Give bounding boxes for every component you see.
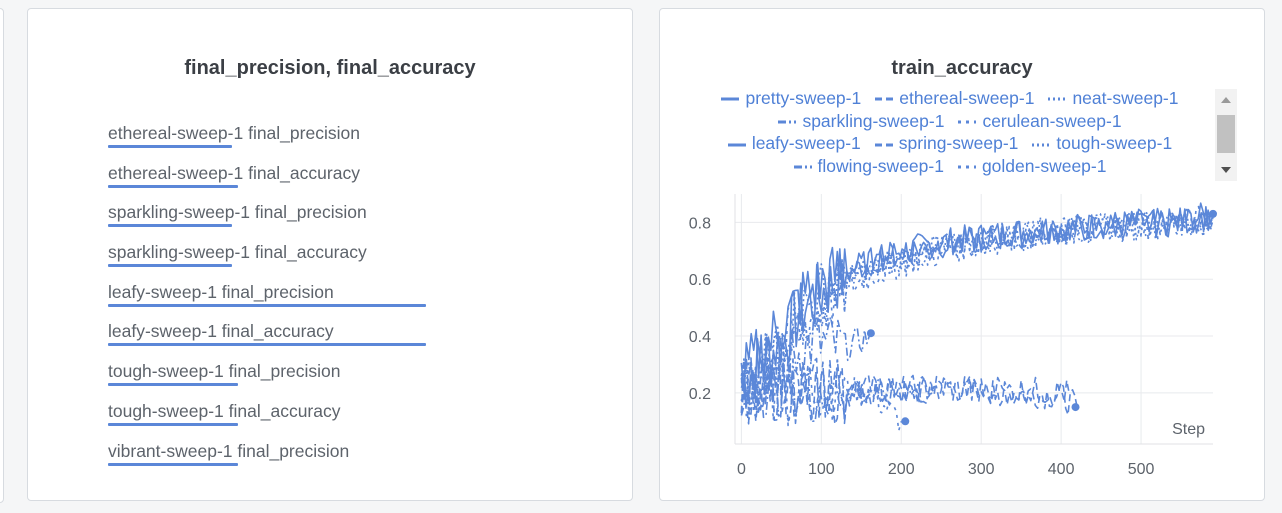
y-tick-label: 0.8 [689, 215, 711, 232]
series-endpoint-marker [1209, 209, 1217, 218]
series-endpoint-marker [1071, 403, 1080, 412]
bar[interactable] [108, 184, 239, 188]
bar[interactable] [108, 303, 426, 307]
x-tick-label: 500 [1128, 461, 1155, 478]
legend-swatch-icon [958, 120, 977, 124]
x-tick-label: 200 [888, 461, 915, 478]
legend-item[interactable]: leafy-sweep-1 [727, 132, 861, 155]
legend-swatch-icon [778, 120, 797, 124]
y-tick-label: 0.2 [689, 386, 711, 403]
legend-label: tough-sweep-1 [1056, 133, 1173, 154]
legend-label: leafy-sweep-1 [751, 133, 861, 154]
series-line-neat-sweep-1 [740, 206, 1214, 422]
legend-label: spring-sweep-1 [898, 133, 1019, 154]
bar[interactable] [108, 264, 233, 268]
bar-chart-panel: final_precision, final_accuracy ethereal… [27, 8, 633, 501]
legend-label: cerulean-sweep-1 [982, 110, 1122, 131]
bar-label: tough-sweep-1 final_precision [108, 361, 341, 382]
legend-swatch-icon [957, 165, 976, 169]
x-tick-label: 300 [968, 461, 995, 478]
legend-row: leafy-sweep-1 spring-sweep-1 tough-sweep-1 [690, 132, 1210, 155]
chart-legend: pretty-sweep-1 ethereal-sweep-1 neat-sweep… [690, 87, 1210, 177]
legend-swatch-icon [874, 143, 893, 147]
bar[interactable] [108, 422, 239, 426]
line-chart-panel: train_accuracy pretty-sweep-1 ethereal-sw… [659, 8, 1265, 501]
scroll-down-icon[interactable] [1221, 167, 1231, 173]
bar[interactable] [108, 224, 233, 228]
scrollbar-thumb[interactable] [1217, 115, 1235, 153]
legend-label: ethereal-sweep-1 [899, 88, 1035, 108]
bar[interactable] [108, 343, 426, 347]
series-line-flowing-sweep-1 [740, 351, 934, 425]
legend-row: flowing-sweep-1 golden-sweep-1 [690, 155, 1210, 178]
series-line-leafy-sweep-1 [740, 206, 1214, 392]
bar-label: vibrant-sweep-1 final_precision [108, 440, 350, 461]
x-axis-label: Step [1172, 421, 1205, 438]
legend-item[interactable]: cerulean-sweep-1 [958, 110, 1122, 133]
legend-item[interactable]: golden-sweep-1 [957, 155, 1107, 178]
bar-chart-title: final_precision, final_accuracy [184, 57, 476, 79]
legend-label: flowing-sweep-1 [817, 155, 944, 176]
line-chart-plot: 0.2 0.4 0.6 0.8 0 100 200 300 400 500 Step [689, 194, 1217, 478]
legend-item[interactable]: pretty-sweep-1 [721, 87, 861, 110]
legend-label: sparkling-sweep-1 [802, 110, 945, 131]
bar-label: leafy-sweep-1 final_accuracy [108, 321, 334, 342]
bar[interactable] [108, 462, 239, 466]
bar-label: sparkling-sweep-1 final_precision [108, 202, 367, 223]
series-line-spring-sweep-1 [740, 355, 1070, 422]
legend-swatch-icon [721, 97, 740, 101]
legend-row: pretty-sweep-1 ethereal-sweep-1 neat-sweep… [690, 87, 1210, 110]
legend-item[interactable]: ethereal-sweep-1 [875, 87, 1034, 110]
line-chart-title: train_accuracy [891, 57, 1033, 79]
x-tick-label: 0 [737, 461, 746, 478]
legend-swatch-icon [1048, 97, 1067, 101]
bar-label: ethereal-sweep-1 final_accuracy [108, 162, 360, 183]
series-line-ethereal-sweep-1 [740, 358, 1078, 426]
legend-label: golden-sweep-1 [981, 155, 1107, 176]
legend-row: sparkling-sweep-1 cerulean-sweep-1 [690, 110, 1210, 133]
bar[interactable] [108, 383, 239, 387]
legend-item[interactable]: flowing-sweep-1 [793, 155, 944, 178]
y-tick-label: 0.4 [689, 329, 711, 346]
x-tick-label: 400 [1048, 461, 1075, 478]
bar-label: ethereal-sweep-1 final_precision [108, 123, 360, 143]
bar-label: tough-sweep-1 final_accuracy [108, 400, 341, 421]
bar-label: sparkling-sweep-1 final_accuracy [108, 242, 367, 263]
bar[interactable] [108, 145, 233, 148]
bar-label: leafy-sweep-1 final_precision [108, 281, 334, 302]
legend-swatch-icon [727, 143, 746, 147]
legend-scrollbar[interactable] [1215, 89, 1237, 181]
legend-swatch-icon [793, 165, 812, 169]
legend-item[interactable]: neat-sweep-1 [1048, 87, 1179, 110]
y-tick-label: 0.6 [689, 272, 711, 289]
series-line-sparkling-sweep-1 [740, 316, 871, 416]
legend-swatch-icon [875, 97, 894, 101]
legend-label: pretty-sweep-1 [745, 88, 862, 108]
legend-item[interactable]: tough-sweep-1 [1032, 132, 1172, 155]
x-tick-label: 100 [808, 461, 835, 478]
scroll-up-icon[interactable] [1221, 97, 1231, 103]
adjacent-panel-edge [0, 8, 4, 503]
series-line-golden-sweep-1 [740, 205, 1214, 409]
series-line-tough-sweep-1 [740, 211, 1214, 404]
series-endpoint-marker [901, 417, 910, 426]
legend-swatch-icon [1032, 143, 1051, 147]
legend-item[interactable]: sparkling-sweep-1 [778, 110, 944, 133]
legend-label: neat-sweep-1 [1072, 88, 1179, 108]
series-endpoint-marker [866, 329, 875, 338]
legend-item[interactable]: spring-sweep-1 [874, 132, 1019, 155]
